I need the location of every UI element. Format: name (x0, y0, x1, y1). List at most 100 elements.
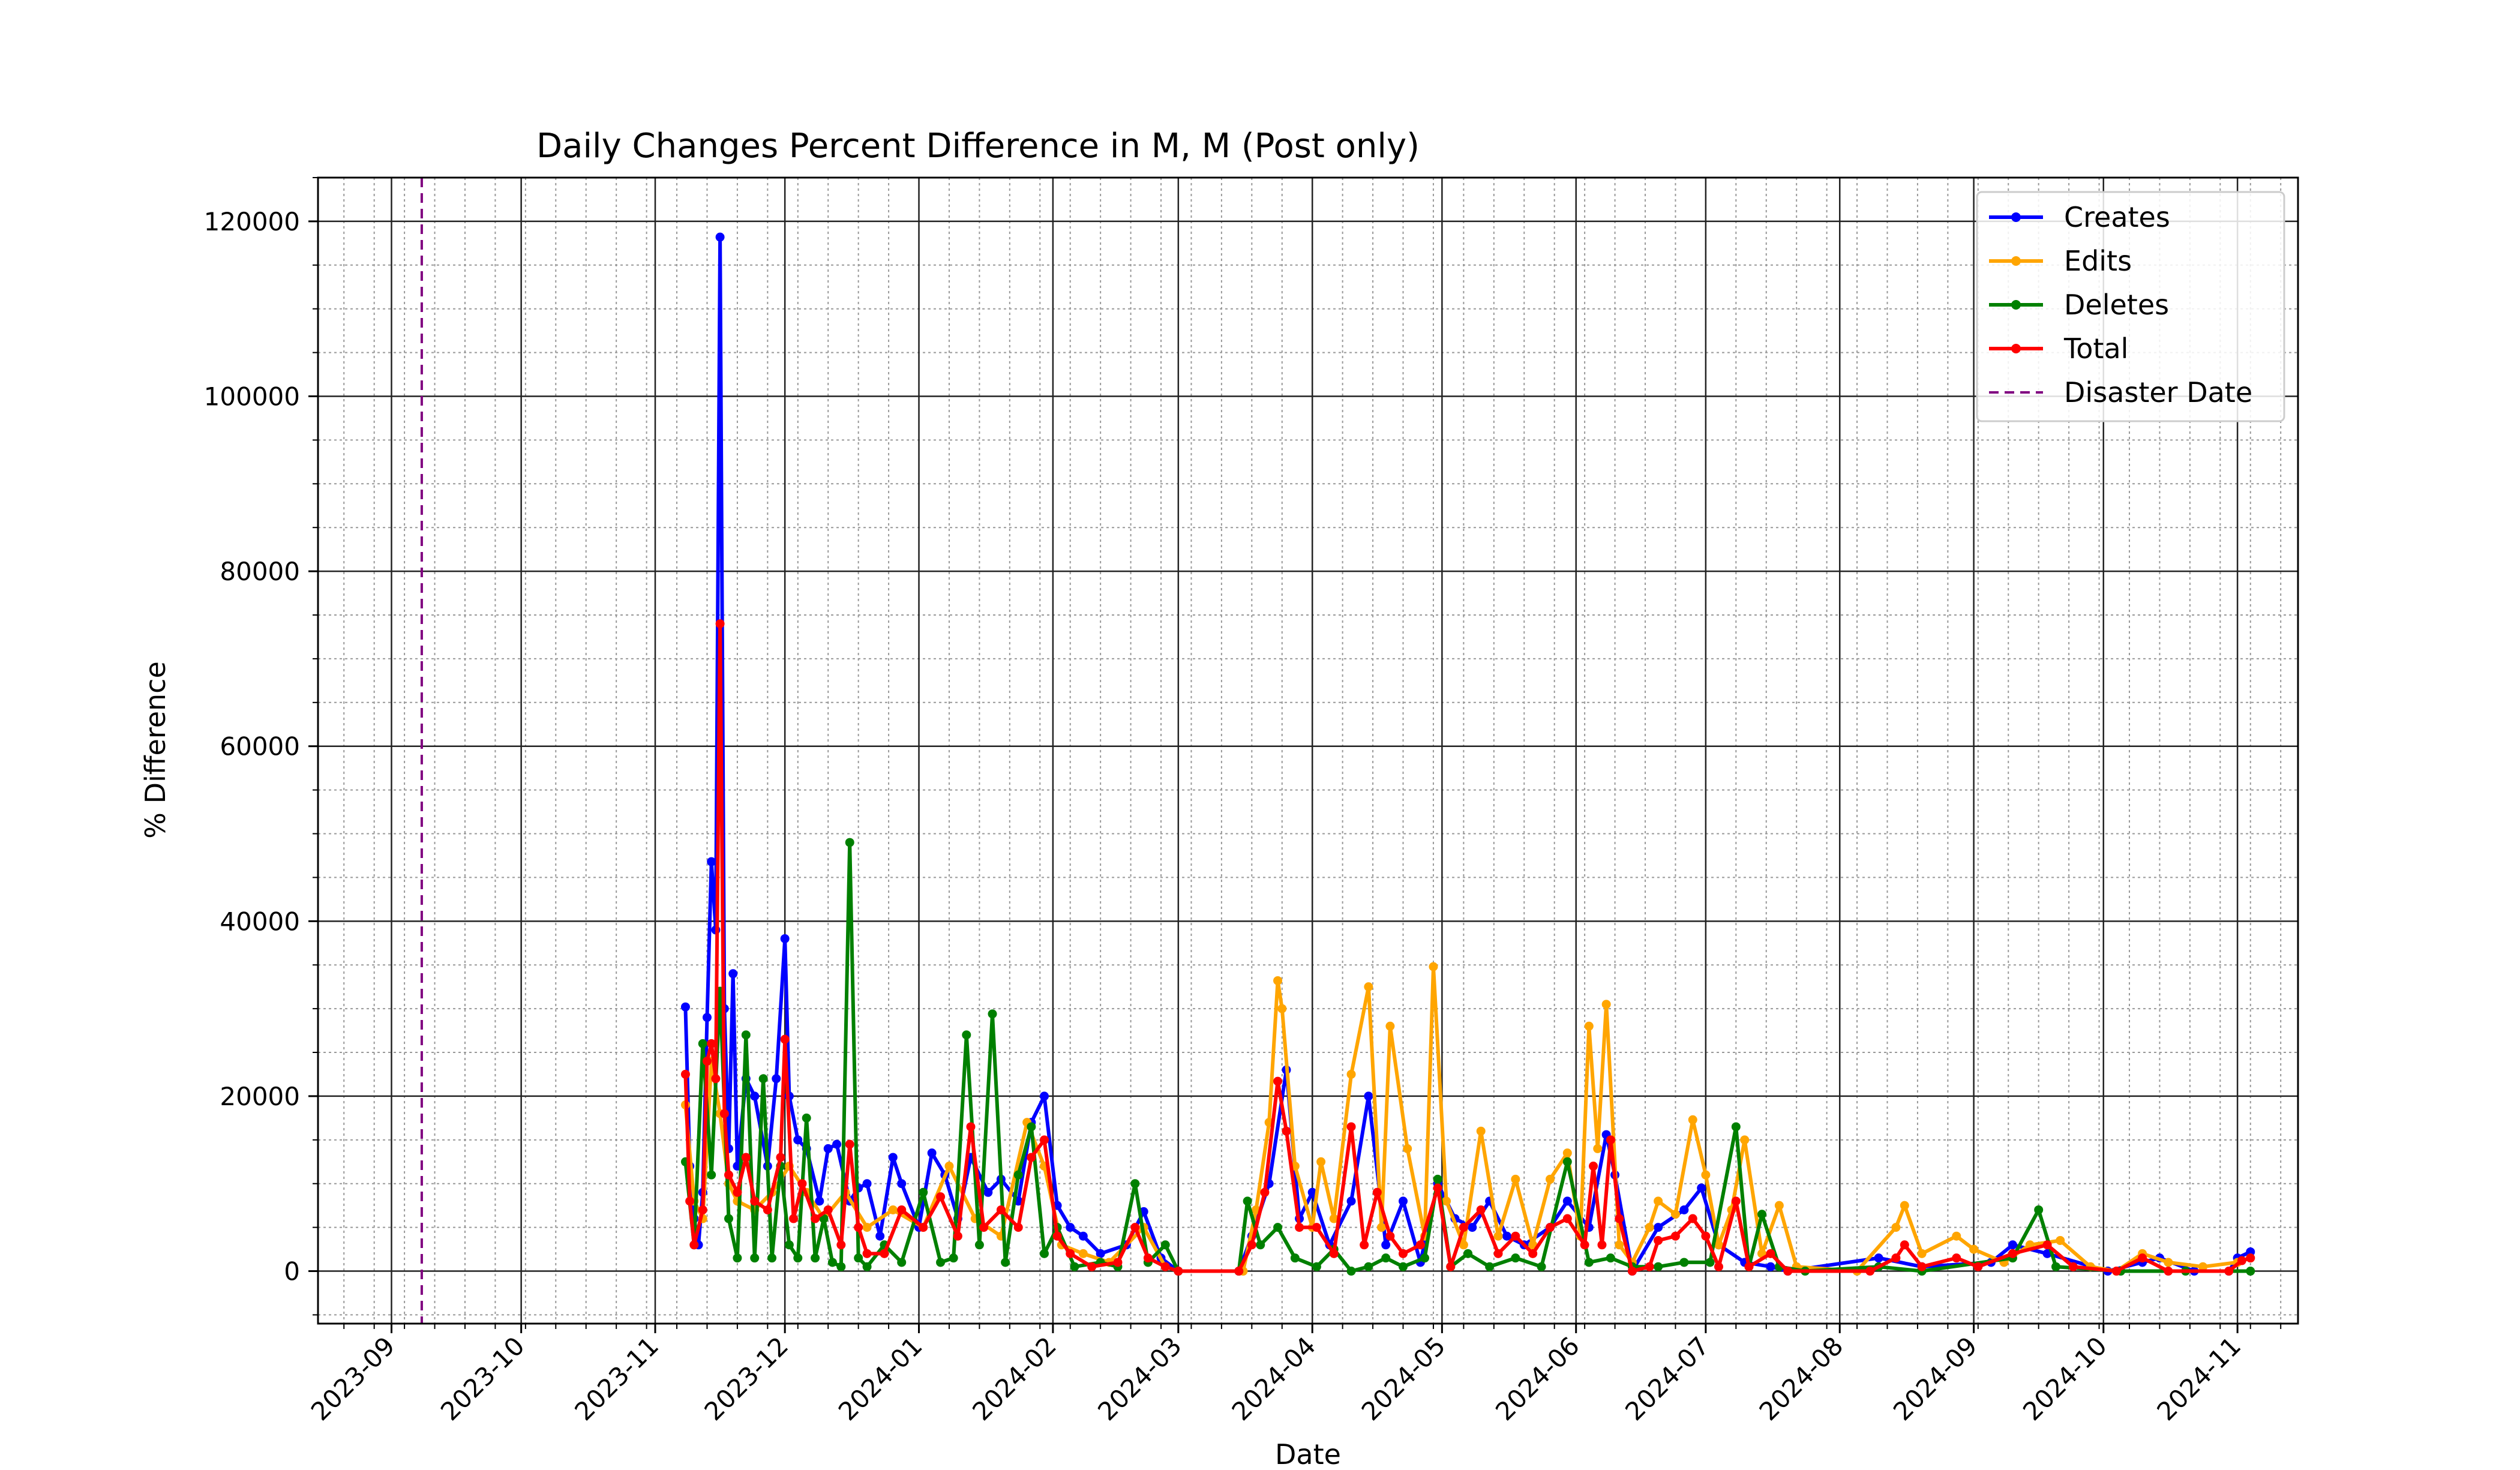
series-layer (680, 232, 2255, 1276)
data-point-deletes (2034, 1205, 2044, 1214)
data-point-total (1066, 1249, 1075, 1258)
data-point-total (733, 1187, 742, 1197)
legend-frame (1976, 191, 2285, 422)
data-point-edits (1385, 1021, 1395, 1031)
data-point-creates (702, 1013, 712, 1022)
y-tick-label: 120000 (204, 207, 300, 236)
data-point-total (1130, 1223, 1140, 1232)
data-point-total (1399, 1249, 1408, 1258)
data-point-total (1973, 1262, 1983, 1271)
data-point-creates (1381, 1240, 1391, 1250)
data-point-creates (862, 1179, 872, 1189)
y-tick-label: 80000 (220, 557, 300, 586)
data-point-deletes (767, 1253, 777, 1263)
data-point-total (1589, 1162, 1598, 1171)
data-point-deletes (1757, 1210, 1767, 1219)
data-point-total (1670, 1231, 1680, 1241)
data-point-edits (862, 1223, 872, 1232)
data-point-total (2008, 1249, 2017, 1258)
data-point-edits (1493, 1231, 1503, 1241)
data-point-edits (2198, 1262, 2207, 1271)
data-point-total (1247, 1240, 1256, 1250)
data-point-edits (1952, 1231, 1961, 1241)
data-point-creates (1874, 1253, 1883, 1263)
data-point-total (1511, 1231, 1520, 1241)
data-point-deletes (1679, 1258, 1689, 1267)
data-point-total (1744, 1262, 1754, 1271)
data-point-total (707, 1039, 716, 1048)
data-point-edits (888, 1205, 898, 1214)
data-point-total (919, 1223, 928, 1232)
data-point-deletes (854, 1253, 863, 1263)
data-point-deletes (1346, 1267, 1356, 1276)
data-point-deletes (750, 1253, 760, 1263)
legend-marker-deletes (2011, 300, 2021, 310)
data-point-deletes (1001, 1258, 1010, 1267)
data-point-total (780, 1034, 790, 1044)
data-point-creates (983, 1187, 993, 1197)
data-point-deletes (1584, 1258, 1594, 1267)
data-point-deletes (1485, 1262, 1495, 1271)
data-point-edits (1774, 1201, 1784, 1210)
data-point-deletes (784, 1240, 794, 1250)
data-point-total (1385, 1231, 1395, 1241)
y-axis-title: % Difference (139, 661, 172, 838)
data-point-total (854, 1223, 863, 1232)
data-point-deletes (962, 1030, 971, 1040)
data-point-deletes (707, 1170, 716, 1180)
data-point-deletes (862, 1262, 872, 1271)
data-point-deletes (1243, 1196, 1252, 1206)
data-point-total (1174, 1267, 1183, 1276)
legend-marker-total (2011, 344, 2021, 353)
data-point-edits (1442, 1196, 1451, 1206)
data-point-edits (1346, 1069, 1356, 1079)
data-point-total (763, 1205, 772, 1214)
data-point-creates (1468, 1223, 1477, 1232)
data-point-total (1282, 1126, 1291, 1136)
data-point-edits (1601, 1000, 1611, 1009)
data-point-deletes (1364, 1262, 1373, 1271)
data-point-total (1654, 1235, 1663, 1245)
data-point-edits (1476, 1126, 1486, 1136)
data-point-edits (1329, 1214, 1339, 1223)
data-point-deletes (1160, 1240, 1170, 1250)
data-point-edits (1562, 1148, 1572, 1158)
plot-frame (317, 176, 2299, 1325)
data-point-creates (1399, 1196, 1408, 1206)
data-point-creates (823, 1144, 833, 1153)
data-point-total (1645, 1262, 1654, 1271)
legend-label-creates: Creates (2064, 201, 2170, 233)
data-point-creates (1078, 1231, 1088, 1241)
data-point-total (1891, 1253, 1901, 1263)
data-point-total (702, 1057, 712, 1066)
data-point-deletes (936, 1258, 946, 1267)
data-point-creates (875, 1231, 885, 1241)
data-point-total (715, 619, 725, 629)
data-point-creates (1766, 1262, 1775, 1271)
data-point-total (776, 1153, 785, 1162)
data-point-creates (1039, 1091, 1049, 1101)
data-point-total (1160, 1262, 1170, 1271)
data-point-deletes (974, 1240, 984, 1250)
data-point-total (979, 1223, 989, 1232)
data-point-total (689, 1240, 699, 1250)
data-point-total (1446, 1262, 1456, 1271)
data-point-deletes (758, 1074, 768, 1084)
data-point-total (1731, 1196, 1741, 1206)
data-point-total (1865, 1267, 1875, 1276)
data-point-deletes (2246, 1267, 2255, 1276)
data-point-edits (1273, 976, 1283, 985)
data-point-total (836, 1240, 846, 1250)
data-point-total (1433, 1183, 1442, 1193)
y-tick-label: 0 (284, 1257, 300, 1286)
data-point-total (680, 1069, 690, 1079)
data-point-edits (1316, 1157, 1326, 1166)
data-point-deletes (1562, 1157, 1572, 1166)
data-point-deletes (724, 1214, 733, 1223)
data-point-total (1917, 1262, 1927, 1271)
legend-marker-creates (2011, 212, 2021, 222)
data-point-total (1052, 1231, 1062, 1241)
data-point-total (1476, 1205, 1486, 1214)
data-point-total (996, 1205, 1006, 1214)
data-point-creates (1502, 1231, 1511, 1241)
